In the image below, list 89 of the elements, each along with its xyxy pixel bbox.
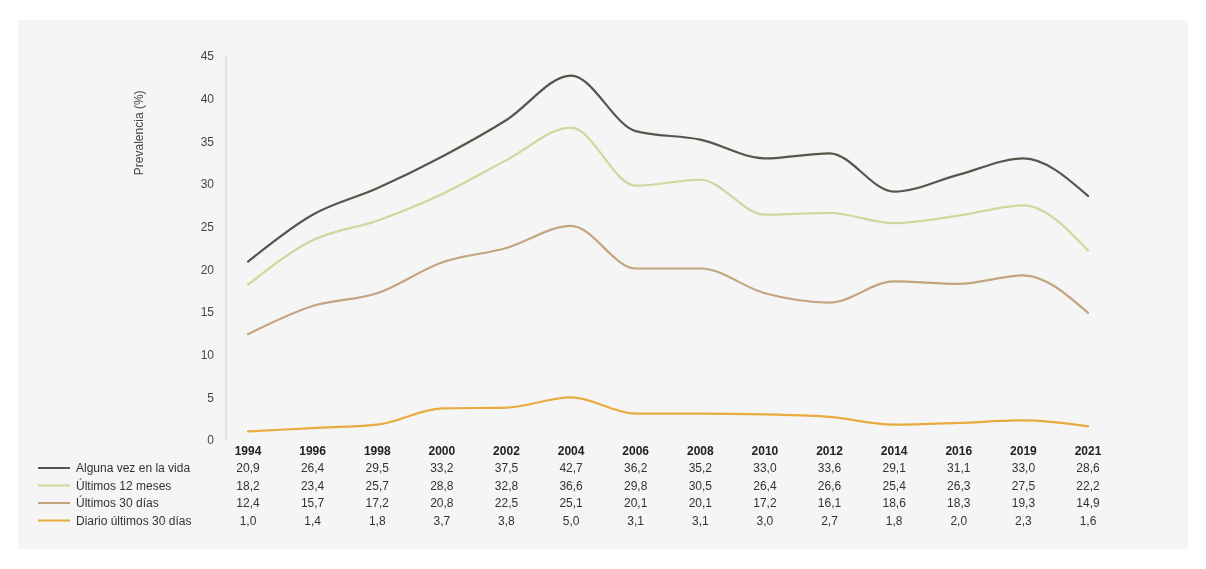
data-label: 20,1 xyxy=(688,496,713,510)
data-label: 33,2 xyxy=(430,461,454,475)
legend-label: Alguna vez en la vida xyxy=(76,461,191,475)
data-label: 32,8 xyxy=(494,478,519,493)
data-label: 26,3 xyxy=(947,478,971,493)
data-label: 37,5 xyxy=(494,461,519,475)
data-label: 3,8 xyxy=(498,513,516,528)
data-label: 26,4 xyxy=(300,461,325,475)
y-tick-label: 20 xyxy=(200,262,215,277)
data-label: 20,1 xyxy=(624,496,648,510)
data-label: 5,0 xyxy=(562,513,580,528)
data-label: 19,3 xyxy=(1011,496,1036,510)
data-label: 29,5 xyxy=(365,461,390,475)
y-tick-label: 10 xyxy=(200,347,215,362)
y-tick-label: 45 xyxy=(200,49,215,64)
x-tick-label: 2014 xyxy=(880,444,908,458)
data-label: 2,3 xyxy=(1015,513,1033,528)
data-label: 25,1 xyxy=(559,496,584,510)
y-tick-label: 25 xyxy=(200,219,215,234)
data-label: 15,7 xyxy=(300,496,325,510)
data-label: 25,7 xyxy=(365,478,390,493)
x-tick-label: 1996 xyxy=(299,444,327,458)
data-label: 28,8 xyxy=(430,478,454,493)
y-tick-label: 0 xyxy=(207,433,215,448)
data-label: 26,6 xyxy=(817,478,842,493)
legend-label: Últimos 12 meses xyxy=(76,477,172,493)
data-label: 33,0 xyxy=(1011,461,1036,475)
data-label: 18,2 xyxy=(236,478,260,493)
data-label: 14,9 xyxy=(1076,496,1100,510)
data-label: 35,2 xyxy=(688,461,713,475)
data-label: 3,7 xyxy=(433,513,451,528)
y-tick-label: 15 xyxy=(200,305,215,320)
x-tick-label: 2012 xyxy=(816,444,844,458)
data-label: 3,1 xyxy=(627,513,645,528)
data-label: 16,1 xyxy=(817,496,842,510)
x-tick-label: 2002 xyxy=(493,444,521,458)
data-label: 2,7 xyxy=(821,513,839,528)
data-label: 22,2 xyxy=(1076,478,1100,493)
data-label: 30,5 xyxy=(688,478,713,493)
data-label: 31,1 xyxy=(947,461,971,475)
legend-label: Últimos 30 días xyxy=(76,495,159,510)
data-label: 22,5 xyxy=(494,496,519,510)
data-label: 42,7 xyxy=(559,461,584,475)
y-tick-label: 35 xyxy=(200,134,215,149)
line-series xyxy=(246,396,1090,433)
data-label: 33,6 xyxy=(817,461,842,475)
data-label: 23,4 xyxy=(300,478,325,493)
x-tick-label: 2016 xyxy=(945,444,973,458)
y-tick-label: 30 xyxy=(200,177,215,192)
data-label: 2,0 xyxy=(950,513,968,528)
data-label: 17,2 xyxy=(753,496,777,510)
y-tick-label: 5 xyxy=(207,390,215,405)
data-label: 18,6 xyxy=(882,496,907,510)
x-tick-label: 1998 xyxy=(363,444,391,458)
y-tick-label: 40 xyxy=(200,91,215,106)
data-label: 29,8 xyxy=(624,478,648,493)
data-label: 1,0 xyxy=(239,513,257,528)
data-label: 17,2 xyxy=(365,496,390,510)
data-label: 36,2 xyxy=(624,461,648,475)
data-label: 1,6 xyxy=(1079,513,1097,528)
x-tick-label: 2000 xyxy=(428,444,456,458)
x-tick-label: 2008 xyxy=(686,444,714,458)
data-label: 1,8 xyxy=(885,513,903,528)
data-label: 1,4 xyxy=(304,513,322,528)
data-label: 1,8 xyxy=(368,513,386,528)
x-tick-label: 2021 xyxy=(1074,444,1102,458)
line-series xyxy=(246,224,1090,336)
data-label: 26,4 xyxy=(753,478,777,493)
data-label: 20,8 xyxy=(430,496,454,510)
data-label: 18,3 xyxy=(947,496,971,510)
x-tick-label: 2019 xyxy=(1010,444,1038,458)
x-tick-label: 2010 xyxy=(751,444,779,458)
data-label: 36,6 xyxy=(559,478,584,493)
data-label: 3,0 xyxy=(756,513,774,528)
data-label: 27,5 xyxy=(1011,478,1036,493)
data-label: 33,0 xyxy=(753,461,777,475)
data-label: 25,4 xyxy=(882,478,907,493)
y-axis-title: Prevalencia (%) xyxy=(132,90,146,176)
line-series xyxy=(246,74,1090,263)
data-label: 28,6 xyxy=(1076,461,1100,475)
line-series xyxy=(246,126,1090,286)
x-tick-label: 2006 xyxy=(622,444,650,458)
data-label: 20,9 xyxy=(236,461,260,475)
x-tick-label: 1994 xyxy=(234,444,262,458)
legend-label: Diario últimos 30 días xyxy=(76,513,192,528)
data-label: 29,1 xyxy=(882,461,907,475)
data-label: 12,4 xyxy=(236,496,260,510)
data-label: 3,1 xyxy=(691,513,709,528)
x-tick-label: 2004 xyxy=(557,444,585,458)
